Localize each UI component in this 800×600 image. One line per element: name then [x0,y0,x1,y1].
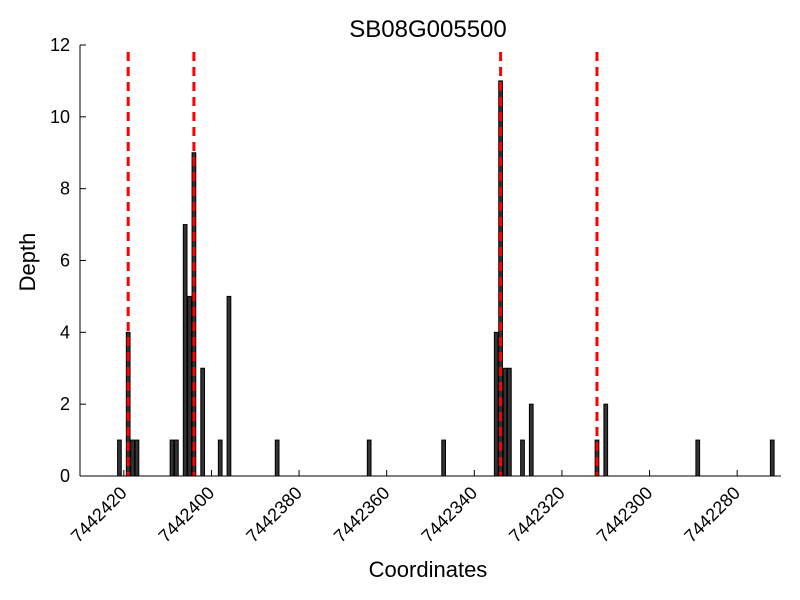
bars-layer [117,80,775,477]
marker-lines-layer [126,52,599,476]
depth-bar [226,295,232,477]
y-axis-title: Depth [15,233,40,292]
depth-bar [520,439,525,477]
depth-bar [769,439,775,477]
depth-bar [130,439,135,477]
depth-bar [441,439,446,477]
y-tick-label: 12 [50,35,70,55]
x-tick-label: 7442380 [242,483,306,547]
y-tick-label: 8 [60,179,70,199]
x-tick-label: 7442360 [330,483,394,547]
x-tick-label: 7442340 [417,483,481,547]
depth-bar [603,403,609,477]
depth-bar [117,439,122,477]
depth-bar [217,439,223,477]
y-tick-label: 2 [60,394,70,414]
depth-bar [182,224,188,477]
x-tick-label: 7442300 [593,483,657,547]
y-tick-label: 10 [50,107,70,127]
y-tick-label: 0 [60,466,70,486]
x-tick-label: 7442320 [505,483,569,547]
depth-bar [493,331,499,477]
depth-bar [366,439,372,477]
depth-bar [187,295,192,477]
x-ticks-layer: 7442420 7442400 7442380 7442360 7442340 74423… [67,470,744,546]
y-ticks-layer: 0 2 4 6 8 10 12 [50,35,86,486]
depth-bar [200,367,206,477]
depth-bar [274,439,280,477]
y-tick-label: 4 [60,322,70,342]
depth-bar [528,403,534,477]
depth-bar [502,367,508,477]
depth-bar [169,439,175,477]
depth-bar [695,439,701,477]
x-tick-label: 7442420 [67,483,131,547]
x-axis-title: Coordinates [369,557,488,582]
depth-bar [134,439,140,477]
depth-bar [174,439,179,477]
x-tick-label: 7442400 [155,483,219,547]
y-tick-label: 6 [60,251,70,271]
depth-bar [507,367,512,477]
chart-title: SB08G005500 [349,16,506,43]
x-tick-label: 7442280 [680,483,744,547]
